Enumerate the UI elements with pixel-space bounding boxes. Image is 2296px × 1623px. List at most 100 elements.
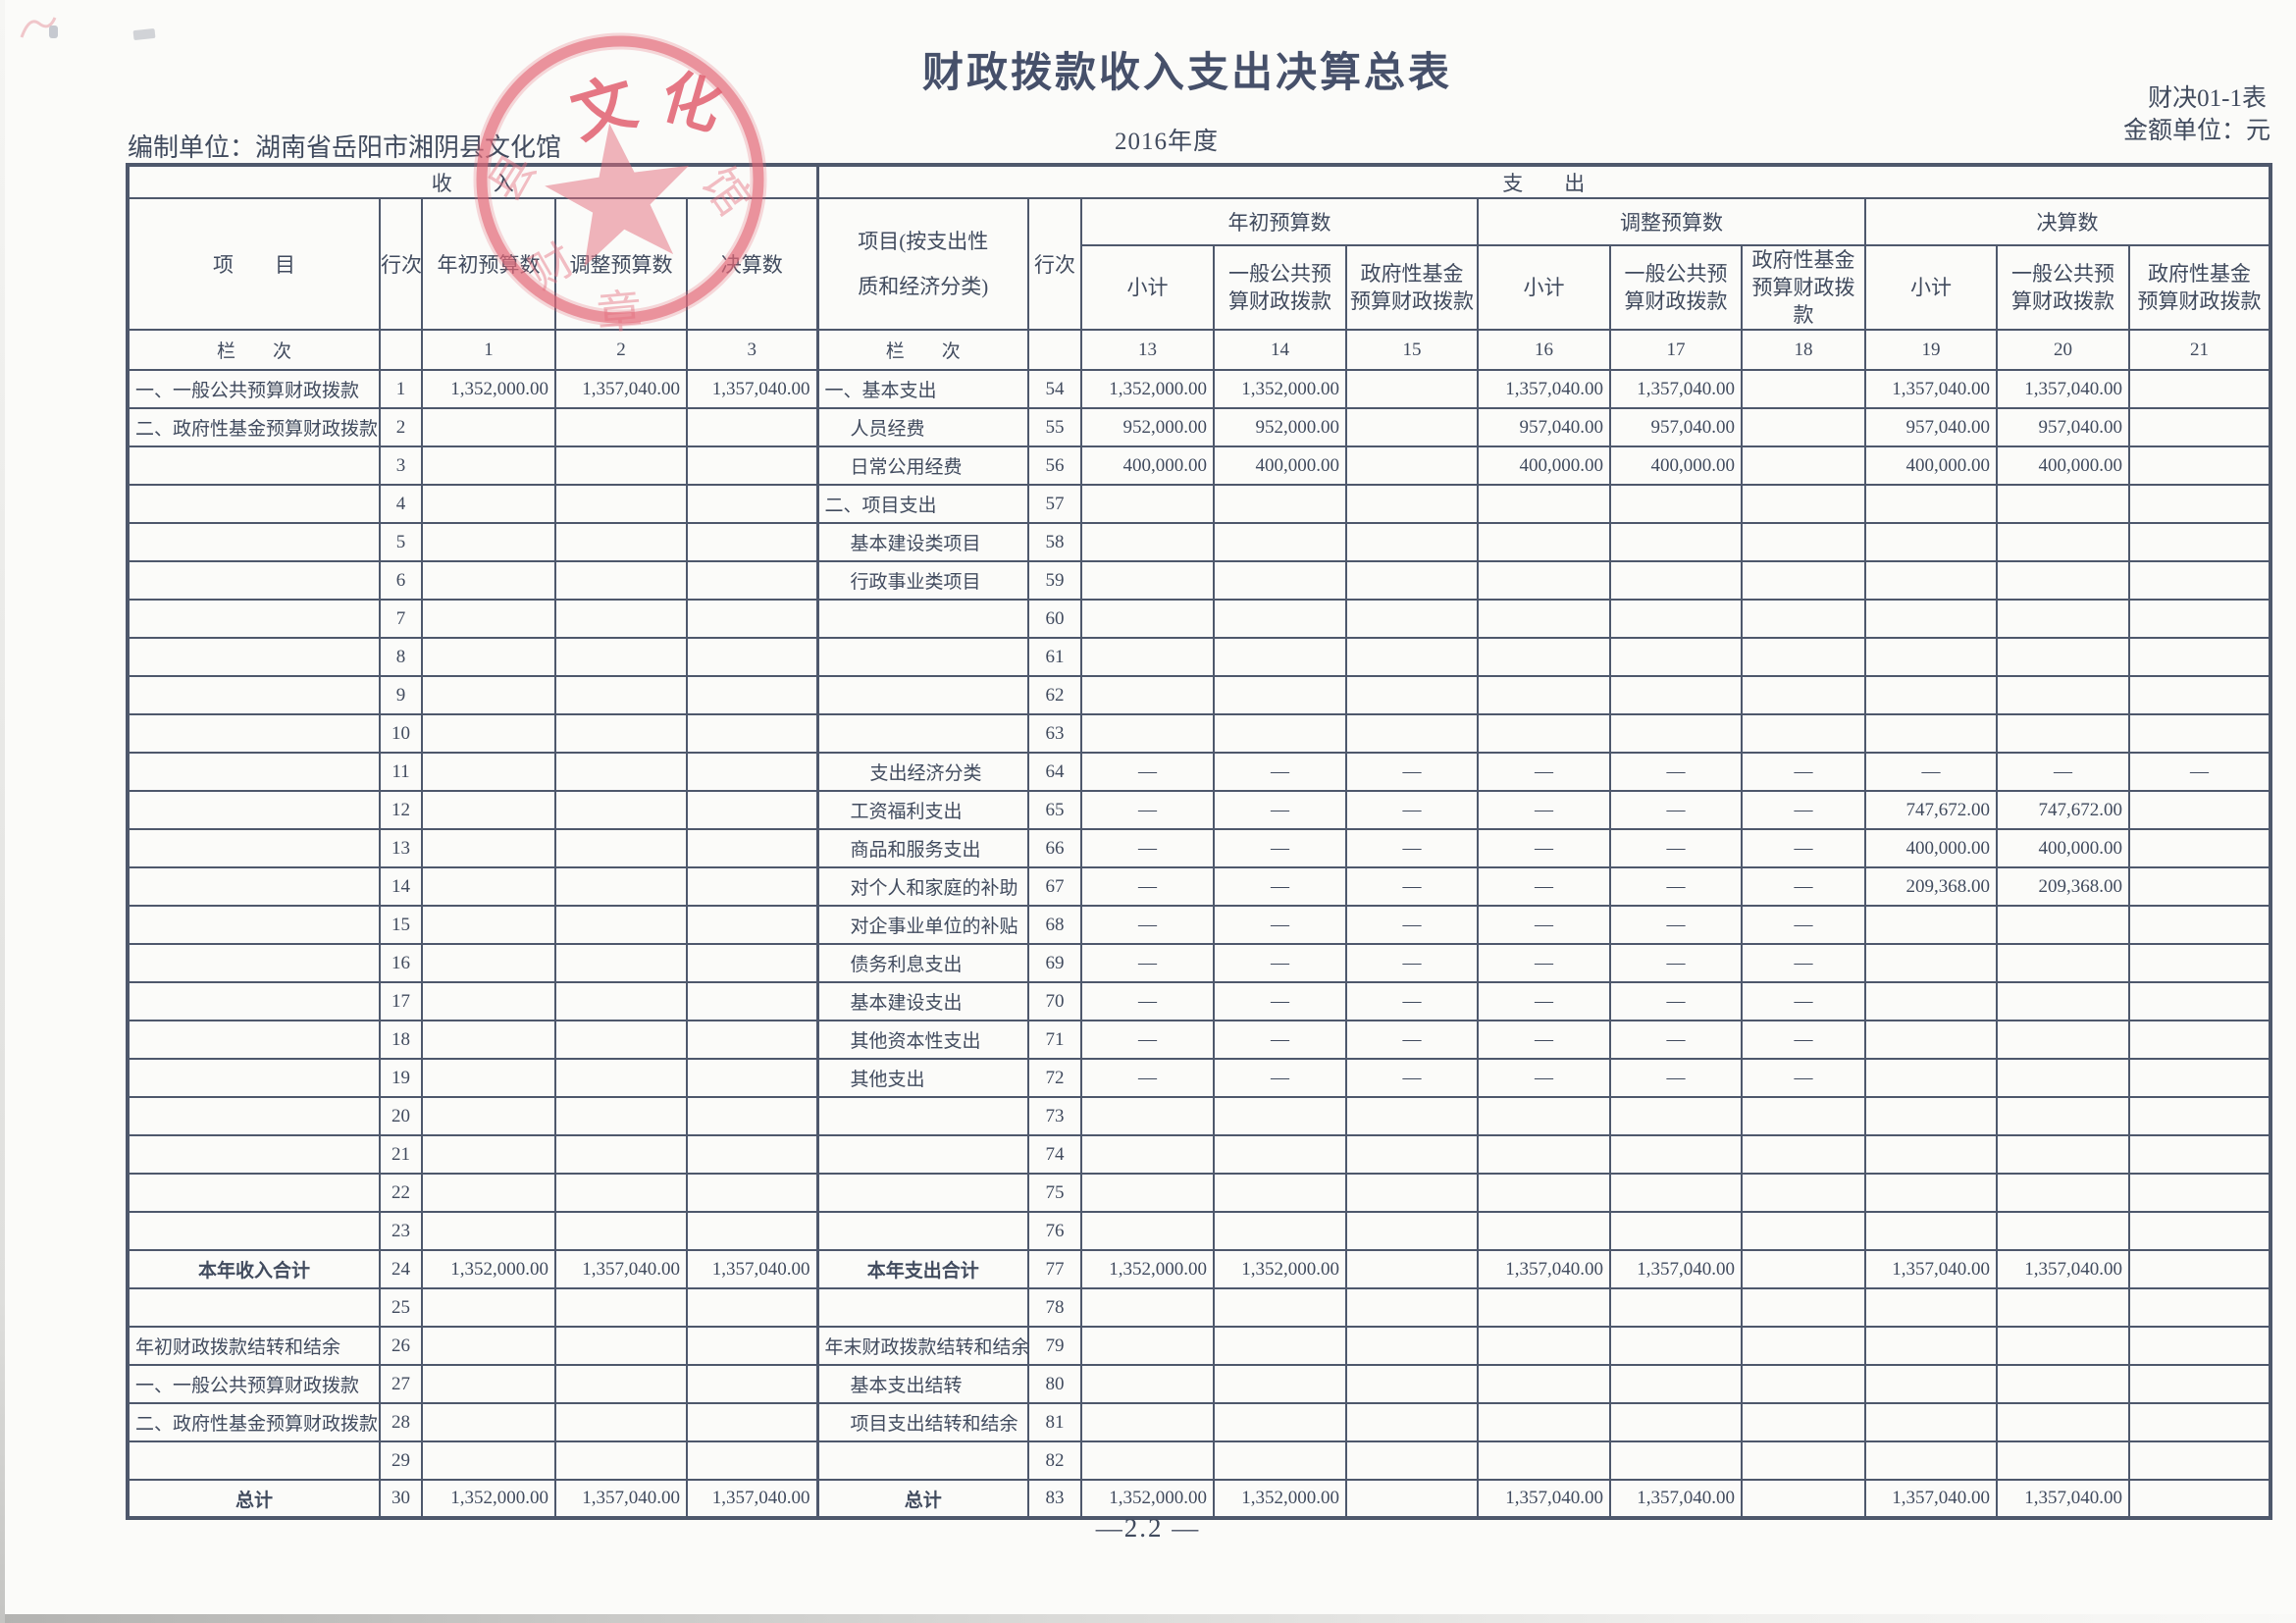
expenditure-section-header: 支 出 — [815, 164, 2272, 199]
expenditure-amount — [1609, 637, 1743, 677]
expenditure-amount: — — [1213, 943, 1347, 983]
income-row-number: 16 — [379, 943, 423, 983]
expenditure-amount: 1,357,040.00 — [1477, 1249, 1611, 1289]
expenditure-amount — [1864, 1440, 1998, 1481]
expenditure-item-label: 本年支出合计 — [815, 1249, 1029, 1289]
income-col-index-label: 栏 次 — [127, 329, 381, 371]
expenditure-amount — [1864, 1173, 1998, 1213]
expenditure-amount: — — [1345, 828, 1479, 868]
table-row: 13 商品和服务支出 66— — — — — —400,000.00 400,000.00 — [127, 828, 2272, 868]
expenditure-amount — [1345, 1211, 1479, 1251]
col-index-21: 21 — [2127, 329, 2272, 371]
expenditure-amount — [1080, 675, 1215, 715]
expenditure-amount — [1477, 675, 1611, 715]
expenditure-amount — [1477, 1287, 1611, 1328]
expenditure-amount — [1345, 1134, 1479, 1175]
expenditure-amount — [1996, 1096, 2130, 1136]
expenditure-item-label: 日常公用经费 — [815, 445, 1029, 486]
expenditure-amount — [2127, 484, 2272, 524]
expenditure-amount — [1864, 637, 1998, 677]
expenditure-item-label: 一、基本支出 — [815, 369, 1029, 409]
income-item-label — [127, 866, 381, 907]
income-amount — [686, 1134, 818, 1175]
expenditure-amount — [1741, 1479, 1866, 1519]
expenditure-amount — [1996, 599, 2130, 639]
expenditure-item-label — [815, 1287, 1029, 1328]
expenditure-amount: 1,352,000.00 — [1213, 1479, 1347, 1519]
expenditure-amount: 952,000.00 — [1213, 407, 1347, 447]
table-row: 一、一般公共预算财政拨款 27 基本支出结转 80 — [127, 1364, 2272, 1404]
expenditure-amount: 1,357,040.00 — [1477, 369, 1611, 409]
expenditure-amount — [1741, 599, 1866, 639]
expenditure-amount — [1741, 637, 1866, 677]
expenditure-amount: — — [1345, 790, 1479, 830]
table-row: 17 基本建设支出 70— — — — — — — [127, 981, 2272, 1021]
income-amount — [686, 407, 818, 447]
income-row-number: 5 — [379, 522, 423, 562]
income-amount: 1,357,040.00 — [686, 369, 818, 409]
income-row-number: 13 — [379, 828, 423, 868]
expenditure-amount — [1213, 1096, 1347, 1136]
expenditure-amount — [1477, 1096, 1611, 1136]
expenditure-row-number: 78 — [1027, 1287, 1082, 1328]
expenditure-amount: — — [2127, 752, 2272, 792]
income-row-number: 15 — [379, 905, 423, 945]
income-amount — [686, 943, 818, 983]
expenditure-col-index-label: 栏 次 — [815, 329, 1029, 371]
income-amount — [421, 599, 556, 639]
income-amount — [421, 1364, 556, 1404]
table-row: 25 78 — [127, 1287, 2272, 1328]
table-row: 5 基本建设类项目 58 — [127, 522, 2272, 562]
income-amount: 1,357,040.00 — [554, 1249, 688, 1289]
income-amount — [686, 790, 818, 830]
subcol-general-public: 一般公共预 算财政拨款 — [1213, 244, 1347, 331]
expenditure-row-number: 59 — [1027, 560, 1082, 601]
income-item-label — [127, 1020, 381, 1060]
expenditure-item-label: 对企事业单位的补贴 — [815, 905, 1029, 945]
column-header-row: 项 目 行次 年初预算数 调整预算数 决算数 项目(按支出性 质和经济分类) 行… — [127, 197, 2272, 331]
table-row: 本年收入合计 24 1,352,000.00 1,357,040.00 1,357,04… — [127, 1249, 2272, 1289]
expenditure-amount — [2127, 599, 2272, 639]
income-row-number: 22 — [379, 1173, 423, 1213]
expenditure-amount — [1213, 484, 1347, 524]
expenditure-amount — [1609, 1364, 1743, 1404]
income-amount — [554, 637, 688, 677]
expenditure-amount: 1,357,040.00 — [1996, 1249, 2130, 1289]
expenditure-amount — [1864, 522, 1998, 562]
expenditure-amount — [1996, 1326, 2130, 1366]
expenditure-amount — [1996, 1364, 2130, 1404]
expenditure-amount: 1,357,040.00 — [1609, 1249, 1743, 1289]
income-item-label — [127, 790, 381, 830]
expenditure-amount: — — [1345, 1058, 1479, 1098]
expenditure-row-number: 54 — [1027, 369, 1082, 409]
income-col-final: 决算数 — [686, 197, 818, 331]
income-row-number: 1 — [379, 369, 423, 409]
expenditure-amount: 1,352,000.00 — [1080, 369, 1215, 409]
expenditure-amount — [1864, 675, 1998, 715]
income-item-label — [127, 713, 381, 754]
income-amount — [421, 1020, 556, 1060]
income-amount — [686, 1287, 818, 1328]
income-amount — [554, 560, 688, 601]
expenditure-amount: — — [1345, 866, 1479, 907]
expenditure-amount — [1864, 1326, 1998, 1366]
expenditure-item-header: 项目(按支出性 质和经济分类) — [815, 197, 1029, 331]
table-row: 18 其他资本性支出 71— — — — — — — [127, 1020, 2272, 1060]
income-amount — [421, 445, 556, 486]
table-row: 11 支出经济分类 64— — — — — — — — — — [127, 752, 2272, 792]
income-amount — [421, 943, 556, 983]
expenditure-amount — [2127, 1440, 2272, 1481]
expenditure-amount — [1477, 484, 1611, 524]
expenditure-amount — [1080, 1096, 1215, 1136]
income-item-label — [127, 905, 381, 945]
subcol-general-public: 一般公共预 算财政拨款 — [1609, 244, 1743, 331]
income-amount — [686, 1096, 818, 1136]
income-amount — [686, 484, 818, 524]
expenditure-amount — [1609, 1287, 1743, 1328]
income-amount — [554, 1020, 688, 1060]
income-row-number: 3 — [379, 445, 423, 486]
income-amount — [686, 1402, 818, 1442]
income-amount — [686, 599, 818, 639]
income-row-number: 19 — [379, 1058, 423, 1098]
expenditure-amount — [1741, 1440, 1866, 1481]
